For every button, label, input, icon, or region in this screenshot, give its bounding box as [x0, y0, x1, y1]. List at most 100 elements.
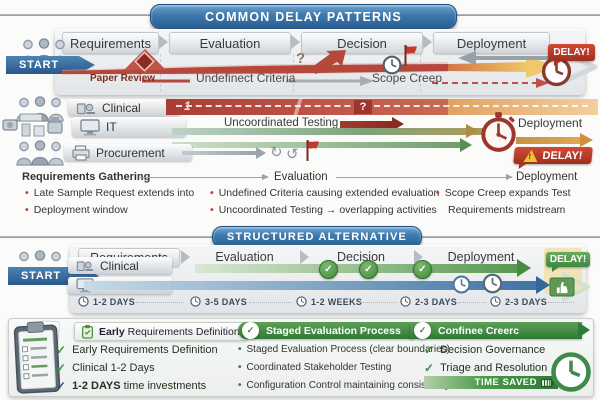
milestone-flag-icon: [404, 45, 418, 67]
time-saved-text: TIME SAVED: [474, 377, 537, 388]
s4-phase-decision-label: Decision: [337, 249, 385, 264]
clock-icon: [490, 296, 501, 307]
phase-chevron-icon: [291, 35, 300, 49]
testing-overlap-arrowhead: [392, 117, 404, 131]
duration-item: 2-3 DAYS: [490, 296, 547, 307]
duration-separator: [249, 302, 291, 303]
note-text: Late Sample Request extends into: [33, 187, 195, 199]
summary-item: • Staged Evaluation Process (clear bounda…: [238, 344, 450, 355]
undefined-criteria-label: Undefinect Criteria: [196, 71, 296, 85]
lane-label-procurement: Procurement: [64, 144, 192, 161]
duration-item: 3-5 DAYS: [190, 296, 247, 307]
deployment-arrow: [516, 137, 580, 144]
duration-item: 1-2 DAYS: [78, 296, 135, 307]
s4-phase-decision: Decision: [311, 248, 411, 265]
lab-equipment-icon: [76, 258, 94, 273]
note-item: • Uncoordinated Testing → overlapping act…: [210, 204, 437, 216]
summary-header1-bold: Early: [99, 325, 125, 338]
clock-icon: [78, 296, 89, 307]
note-text: Undefined Criteria causing extended eval…: [218, 187, 440, 199]
check-icon: ✓: [424, 343, 435, 357]
phase-chevron-icon: [300, 250, 309, 264]
summary-item: ✓ Decision Governance: [424, 343, 545, 357]
summary-item-text: Configuration Control maintaining consis…: [246, 380, 450, 391]
s4-phase-deployment: Deployment: [425, 248, 537, 265]
clock-icon: [382, 55, 402, 75]
milestone-check-icon: ✓: [359, 260, 378, 279]
summary-header-staged-evaluation: ✓ Staged Evaluation Process: [238, 322, 414, 339]
duration-text: 1-2 DAYS: [93, 296, 136, 307]
warning-mark: !: [528, 151, 532, 161]
summary-item-text: Staged Evaluation Process (clear boundar…: [246, 344, 450, 355]
check-glyph: ✓: [364, 264, 373, 275]
note-text: Uncoordinated Testing → overlapping acti…: [218, 204, 437, 216]
summary-bold-rest: time investments: [120, 380, 207, 392]
flow-connector: [140, 177, 262, 178]
structured-alternative-title: STRUCTURED ALTERNATIVE: [212, 226, 422, 248]
note-item: • Scope Creep expands Test: [436, 187, 571, 199]
check-glyph: ✓: [246, 325, 255, 335]
secondary-timeline-arrowhead: [460, 138, 472, 152]
note-item: • Deployment window: [25, 204, 128, 216]
check-icon: ✓: [56, 343, 67, 357]
printer-icon: [72, 145, 90, 161]
stopwatch-icon: [480, 112, 517, 152]
lab-equipment-icon: [76, 100, 96, 116]
delay-badge: DELAY!: [548, 44, 595, 66]
milestone-check-icon: ✓: [413, 260, 432, 279]
delay-badge: ! DELAY!: [513, 147, 593, 164]
phase-decision: Decision: [301, 32, 423, 54]
rework-loop-cw-icon: ↻: [270, 144, 283, 161]
deployment-label: Deployment: [518, 116, 583, 130]
summary-header-confined-creep: ✓ Confinee Creerc: [410, 322, 582, 339]
blocker-flag-icon: [306, 140, 320, 162]
uncoordinated-testing-label: Uncoordinated Testing: [224, 117, 339, 129]
s4-lane-clinical-text: Clinical: [100, 258, 139, 273]
flow-arrowhead: [506, 174, 513, 180]
note-text: Scope Creep expands Test: [444, 187, 571, 199]
rework-loop-ccw-icon: ↺: [286, 146, 299, 163]
uncertainty-question-mark: ?: [296, 50, 306, 67]
summary-item: ✓ Triage and Resolution: [424, 361, 547, 375]
checklist-clipboard-icon: [13, 320, 61, 394]
header-check-icon: ✓: [414, 322, 431, 339]
start-label: START: [19, 59, 59, 71]
testing-overlap-arrow: [340, 121, 392, 128]
duration-text: 3-5 DAYS: [205, 296, 248, 307]
delay-avoided-text: DELAY!: [549, 254, 587, 265]
flow-connector: [336, 177, 506, 178]
summary-header3-text: Confinee Creerc: [438, 324, 520, 337]
note-text: Requirements midstream: [448, 204, 566, 216]
bullet-icon: •: [238, 344, 242, 355]
lane-clinical-text: Clinical: [102, 100, 141, 115]
summary-item-text: Coordinated Stakeholder Testing: [246, 362, 392, 373]
it-timeline-arrow: [172, 128, 514, 135]
summary-item-text: Clinical 1-2 Days: [72, 362, 155, 374]
summary-item-text: Early Requirements Definition: [72, 344, 218, 356]
phase-evaluation-label: Evaluation: [199, 35, 261, 51]
clinical-delay-band: [166, 99, 448, 115]
bullet-icon: •: [210, 204, 214, 216]
clock-icon: [296, 296, 307, 307]
delay-badge-text: DELAY!: [541, 149, 584, 162]
clock-icon: [400, 296, 411, 307]
procurement-arrowhead: [256, 147, 266, 159]
bullet-icon: •: [238, 380, 242, 391]
clock-icon: [452, 275, 471, 294]
duration-separator: [136, 302, 184, 303]
note-item-continuation: Requirements midstream: [448, 204, 565, 216]
summary-header1-text: Early Requirements Definition: [99, 326, 240, 338]
phase-chevron-icon: [423, 35, 432, 49]
phase-boundary-dash: [420, 54, 421, 92]
duration-separator: [548, 302, 574, 303]
time-saved-clock-icon: [550, 351, 592, 393]
structured-alternative-title-text: STRUCTURED ALTERNATIVE: [226, 231, 408, 243]
duration-item: 2-3 DAYS: [400, 296, 457, 307]
phase-chevron-icon: [159, 35, 168, 49]
duration-item: 1-2 WEEKS: [296, 296, 362, 307]
flow-evaluation: Evaluation: [274, 171, 328, 183]
duration-separator: [458, 302, 486, 303]
check-glyph: ✓: [418, 264, 427, 275]
summary-item-text: Decision Governance: [440, 344, 546, 356]
